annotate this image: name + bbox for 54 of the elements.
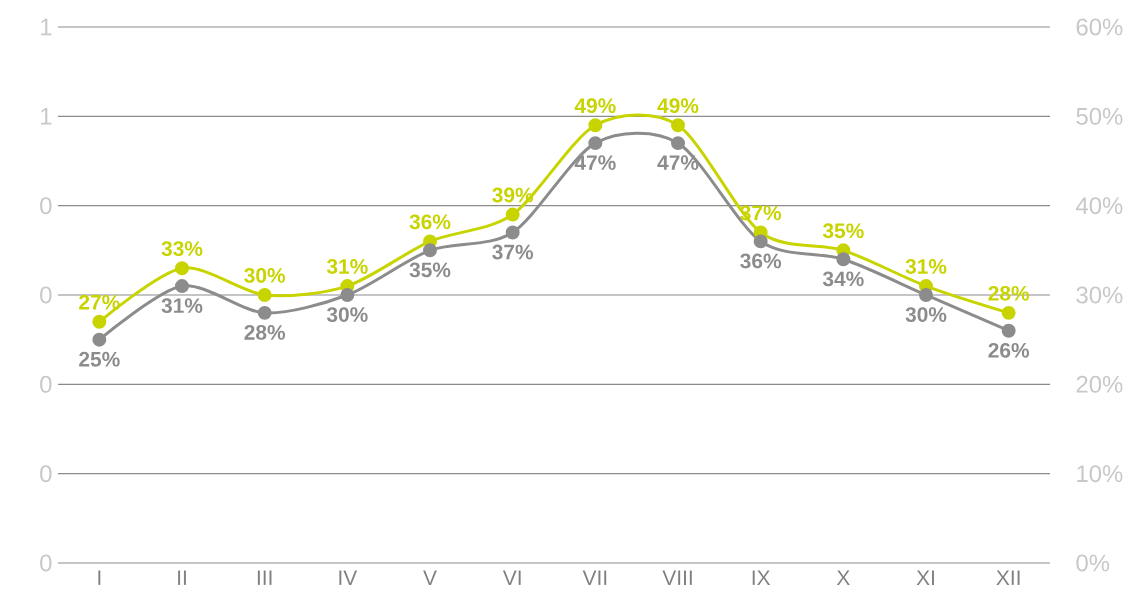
x-tick-label: X — [836, 570, 850, 585]
x-tick-label: IV — [339, 570, 358, 585]
data-label: 33% — [161, 241, 203, 257]
data-label: 31% — [161, 298, 203, 314]
data-label: 35% — [822, 223, 864, 239]
point — [257, 305, 272, 320]
x-tick-label: XII — [996, 570, 1020, 585]
data-label: 30% — [244, 268, 286, 283]
point — [836, 252, 851, 267]
point — [175, 279, 189, 294]
x-tick-label: VI — [502, 570, 521, 585]
data-label: 26% — [988, 342, 1030, 358]
data-label: 37% — [492, 244, 534, 260]
data-label: 30% — [905, 307, 947, 322]
point — [671, 118, 685, 133]
point — [505, 207, 520, 222]
data-label: 31% — [326, 259, 368, 274]
point — [340, 288, 355, 302]
point — [175, 261, 189, 276]
x-tick-label: II — [178, 570, 186, 585]
data-label: 30% — [326, 307, 368, 322]
data-label: 49% — [574, 98, 616, 114]
point — [753, 234, 768, 249]
x-tick-label: V — [423, 570, 437, 585]
data-label: 28% — [988, 285, 1030, 301]
data-label: 49% — [657, 98, 699, 114]
data-label: 25% — [79, 351, 120, 367]
data-label: 35% — [409, 262, 451, 278]
data-label: 36% — [409, 214, 451, 230]
x-tick-label: XI — [916, 570, 934, 585]
x-tick-label: VII — [582, 570, 607, 585]
point — [257, 288, 272, 302]
point — [1001, 305, 1016, 320]
x-tick-label: III — [257, 570, 272, 585]
point — [588, 118, 603, 133]
x-tick-label: VIII — [662, 570, 692, 585]
point — [919, 288, 933, 302]
x-tick-label: IX — [752, 570, 771, 585]
x-tick-label: I — [98, 570, 101, 585]
data-label: 34% — [822, 271, 864, 287]
data-label: 47% — [574, 155, 616, 170]
data-label: 31% — [905, 259, 947, 274]
data-label: 27% — [79, 294, 120, 310]
point — [1001, 323, 1016, 338]
point — [671, 136, 685, 151]
point — [92, 314, 107, 329]
point — [92, 332, 107, 347]
point — [588, 136, 603, 151]
point — [423, 243, 437, 258]
point — [505, 225, 520, 240]
data-label: 28% — [244, 325, 286, 340]
data-label: 36% — [740, 253, 782, 269]
data-label: 47% — [657, 155, 699, 170]
data-label: 39% — [492, 187, 534, 203]
